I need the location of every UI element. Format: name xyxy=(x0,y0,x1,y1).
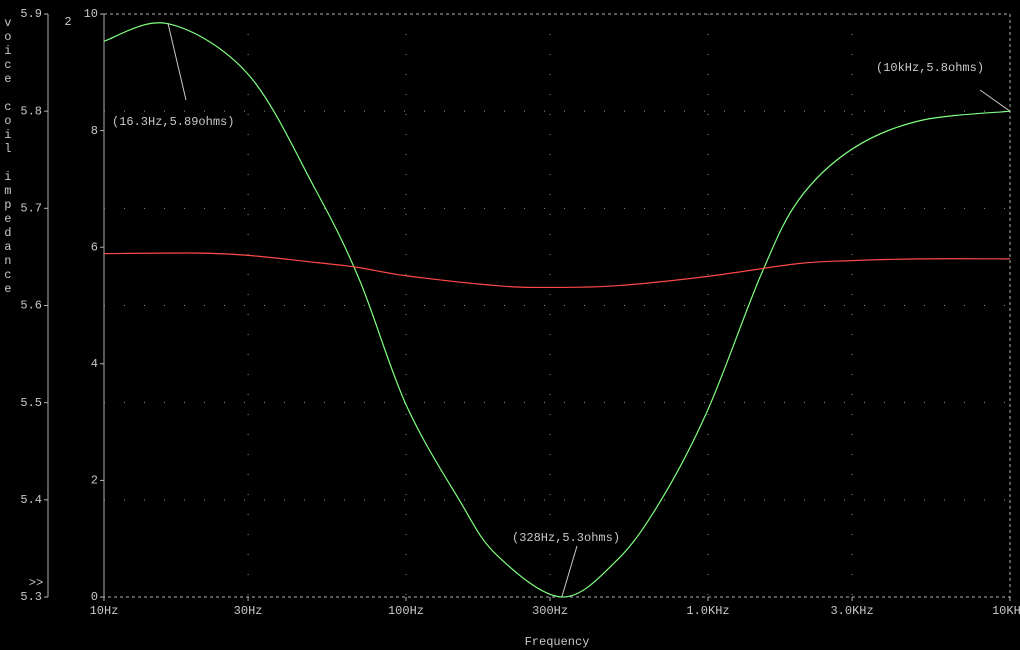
y2-tick-label: 2 xyxy=(91,474,98,488)
x-tick-label: 300Hz xyxy=(532,604,568,618)
x-axis-label: Frequency xyxy=(525,635,590,649)
y-tick-label: 5.9 xyxy=(20,7,42,21)
x-tick-label: 30Hz xyxy=(234,604,263,618)
y-tick-label: 5.6 xyxy=(20,299,42,313)
y-tick-label: 5.4 xyxy=(20,493,42,507)
y2-tick-label: 8 xyxy=(91,124,98,138)
x-tick-label: 10KHz xyxy=(992,604,1020,618)
y2-axis-id: 2 xyxy=(64,15,71,29)
x-tick-label: 100Hz xyxy=(388,604,424,618)
y-tick-label: 5.5 xyxy=(20,396,42,410)
x-tick-label: 10Hz xyxy=(90,604,119,618)
x-tick-label: 1.0KHz xyxy=(686,604,729,618)
annotation-leader xyxy=(167,23,187,101)
annotation: (10kHz,5.8ohms) xyxy=(876,61,984,75)
x-tick-label: 3.0KHz xyxy=(830,604,873,618)
selected-axis-marker: >> xyxy=(29,576,43,590)
y2-tick-label: 10 xyxy=(84,7,98,21)
annotation: (16.3Hz,5.89ohms) xyxy=(112,115,234,129)
y-tick-label: 5.8 xyxy=(20,104,42,118)
y-tick-label: 5.3 xyxy=(20,590,42,604)
series-line xyxy=(103,22,1011,598)
plot-frame xyxy=(103,13,1011,598)
y2-tick-label: 0 xyxy=(91,590,98,604)
series-line xyxy=(103,252,1011,289)
annotation-leader xyxy=(979,89,1011,112)
y-tick-label: 5.7 xyxy=(20,202,42,216)
y2-tick-label: 4 xyxy=(91,357,98,371)
y2-tick-label: 6 xyxy=(91,240,98,254)
annotation: (328Hz,5.3ohms) xyxy=(512,531,620,545)
annotation-leader xyxy=(561,545,578,598)
